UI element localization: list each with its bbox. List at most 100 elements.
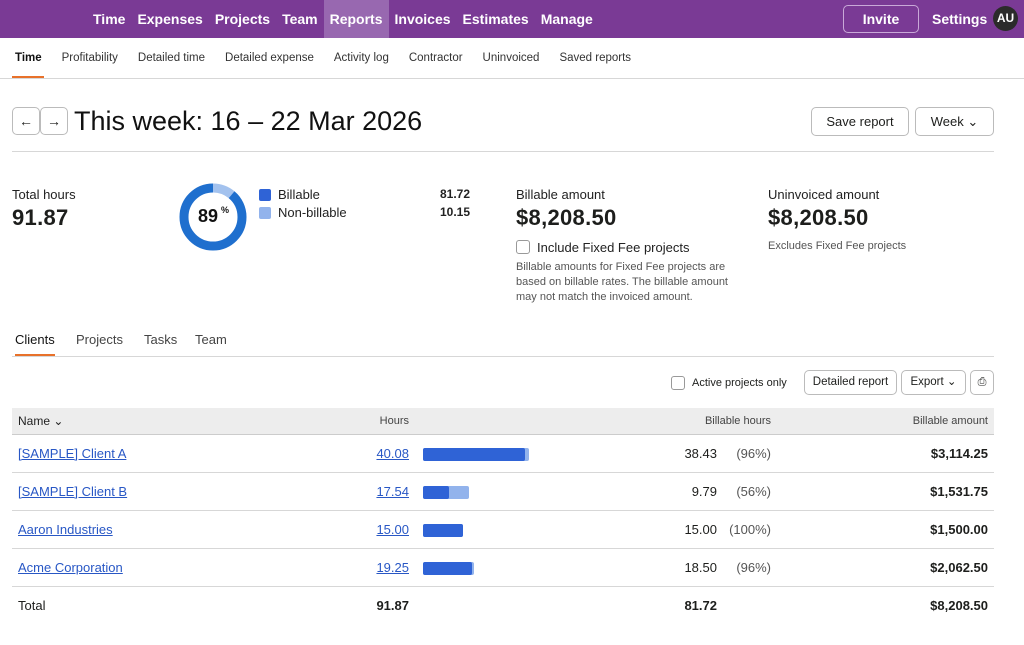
billable-amount: $1,500.00 — [930, 511, 988, 549]
divider — [0, 78, 1024, 79]
total-billable-hours: 81.72 — [684, 587, 717, 625]
total-label: Total — [18, 587, 45, 625]
table-row: Acme Corporation 19.25 18.50 (96%) $2,062.50 — [12, 549, 994, 587]
print-button[interactable]: ⎙ — [970, 370, 994, 395]
sub-nav-item[interactable]: Profitability — [52, 38, 128, 78]
hours-link[interactable]: 15.00 — [376, 511, 409, 549]
sub-nav-item[interactable]: Detailed expense — [215, 38, 324, 78]
total-label: Total hours — [12, 187, 76, 202]
hours-link[interactable]: 19.25 — [376, 549, 409, 587]
invite-label: Invite — [863, 11, 900, 27]
billable-amount: $1,531.75 — [930, 473, 988, 511]
billable-percent: (56%) — [736, 473, 771, 511]
detailed-label: Detailed report — [813, 376, 888, 388]
total-amount: $8,208.50 — [930, 587, 988, 625]
period-label: Week — [931, 114, 964, 129]
hours-link[interactable]: 17.54 — [376, 473, 409, 511]
legend-value: 81.72 — [400, 187, 470, 201]
billable-amount: $2,062.50 — [930, 549, 988, 587]
nav-item[interactable]: Reports — [324, 0, 389, 38]
export-button[interactable]: Export ⌄ — [901, 370, 966, 395]
fixed-fee-checkbox[interactable] — [516, 240, 530, 254]
billable-percent: (96%) — [736, 549, 771, 587]
sub-nav-item[interactable]: Contractor — [399, 38, 473, 78]
prev-button[interactable]: ← — [12, 107, 40, 135]
sub-nav-item[interactable]: Activity log — [324, 38, 399, 78]
legend-swatch — [259, 207, 271, 219]
billable-percent: (100%) — [729, 511, 771, 549]
table-row: Aaron Industries 15.00 15.00 (100%) $1,500.0… — [12, 511, 994, 549]
table-row: [SAMPLE] Client A40.0838.43(96%)$3,114.2… — [12, 435, 994, 473]
active-only-checkbox[interactable] — [671, 376, 685, 390]
donut-unit: % — [221, 205, 229, 215]
nav-item[interactable]: Expenses — [131, 0, 208, 38]
tab[interactable]: Tasks — [144, 325, 177, 355]
save-report-button[interactable]: Save report — [811, 107, 909, 136]
billable-hours: 15.00 — [684, 511, 717, 549]
legend-value: 10.15 — [400, 205, 470, 219]
legend-label: Billable — [278, 187, 320, 202]
legend-swatch — [259, 189, 271, 201]
client-link[interactable]: Aaron Industries — [18, 511, 113, 549]
nav-item[interactable]: Time — [87, 0, 131, 38]
nav-items: TimeExpensesProjectsTeamReportsInvoicesE… — [87, 0, 599, 38]
billable-bar — [423, 562, 472, 575]
nav-item[interactable]: Projects — [209, 0, 276, 38]
detailed-report-button[interactable]: Detailed report — [804, 370, 897, 395]
sub-nav-item[interactable]: Time — [12, 38, 52, 78]
period-select[interactable]: Week ⌄ — [915, 107, 994, 136]
column-header[interactable]: Billable hours — [705, 408, 771, 435]
col-name: Name — [18, 414, 50, 428]
billable-hours: 38.43 — [684, 435, 717, 473]
next-button[interactable]: → — [40, 107, 68, 135]
tab[interactable]: Clients — [15, 325, 55, 355]
sub-nav: TimeProfitabilityDetailed timeDetailed e… — [12, 38, 641, 78]
tab[interactable]: Team — [195, 325, 227, 355]
billable-hours: 9.79 — [692, 473, 717, 511]
billable-bar — [423, 486, 449, 499]
hours-link[interactable]: 40.08 — [376, 435, 409, 473]
total-value: 91.87 — [12, 205, 69, 231]
divider — [12, 151, 994, 152]
client-link[interactable]: Acme Corporation — [18, 549, 123, 587]
client-link[interactable]: [SAMPLE] Client B — [18, 473, 127, 511]
settings-link[interactable]: Settings — [932, 0, 987, 38]
column-header[interactable]: Name ⌄ — [18, 408, 63, 435]
billable-hours: 18.50 — [684, 549, 717, 587]
billable-bar — [423, 524, 463, 537]
sub-nav-item[interactable]: Uninvoiced — [473, 38, 550, 78]
billable-value: $8,208.50 — [516, 205, 617, 231]
table-row: [SAMPLE] Client B 17.54 9.79 (56%) $1,531.75 — [12, 473, 994, 511]
total-row: Total 91.87 81.72 $8,208.50 — [12, 587, 994, 625]
column-header[interactable]: Hours — [380, 408, 409, 435]
fixed-fee-label: Include Fixed Fee projects — [537, 240, 689, 255]
uninvoiced-value: $8,208.50 — [768, 205, 869, 231]
total-hours: 91.87 — [376, 587, 409, 625]
billable-bar — [423, 448, 525, 461]
billable-label: Billable amount — [516, 187, 605, 202]
export-label: Export — [910, 376, 943, 388]
client-link[interactable]: [SAMPLE] Client A — [18, 435, 126, 473]
invite-button[interactable]: Invite — [843, 5, 919, 33]
uninvoiced-label: Uninvoiced amount — [768, 187, 879, 202]
table-header: Name ⌄ Hours Billable hours Billable amo… — [12, 408, 994, 435]
active-only-label: Active projects only — [692, 377, 787, 389]
nav-item[interactable]: Team — [276, 0, 324, 38]
top-nav: TimeExpensesProjectsTeamReportsInvoicesE… — [0, 0, 1024, 38]
uninvoiced-note: Excludes Fixed Fee projects — [768, 239, 906, 254]
donut: 89% — [178, 182, 248, 252]
save-label: Save report — [826, 114, 893, 129]
nav-item[interactable]: Estimates — [457, 0, 535, 38]
column-header[interactable]: Billable amount — [913, 408, 988, 435]
sub-nav-item[interactable]: Saved reports — [549, 38, 641, 78]
nav-item[interactable]: Manage — [535, 0, 599, 38]
avatar[interactable]: AU — [993, 6, 1018, 31]
billable-amount: $3,114.25 — [931, 435, 988, 473]
tab[interactable]: Projects — [76, 325, 123, 355]
sub-nav-item[interactable]: Detailed time — [128, 38, 215, 78]
page-title: This week: 16 – 22 Mar 2026 — [74, 104, 422, 138]
nav-item[interactable]: Invoices — [389, 0, 457, 38]
divider — [12, 356, 994, 357]
